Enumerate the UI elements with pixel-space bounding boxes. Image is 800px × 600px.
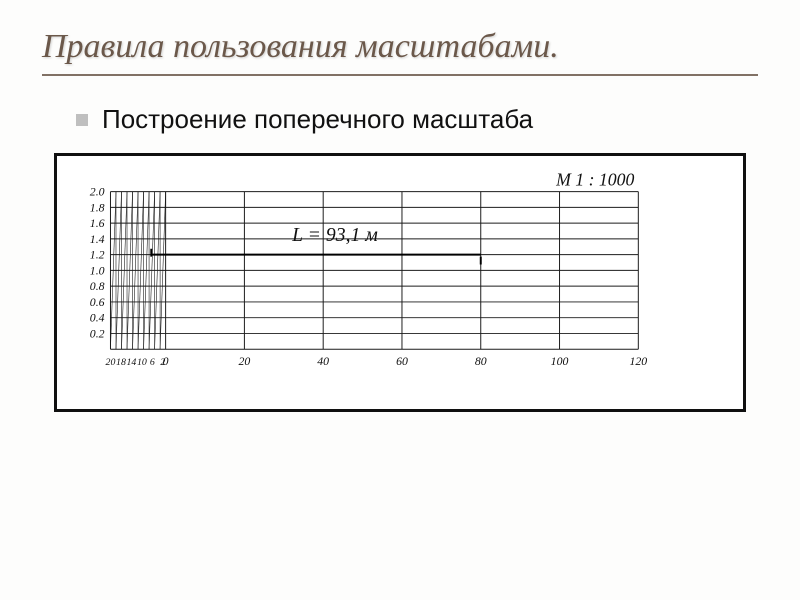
svg-text:2: 2	[160, 357, 165, 368]
svg-text:120: 120	[629, 354, 647, 368]
bullet-row: Построение поперечного масштаба	[76, 104, 758, 135]
svg-text:0.2: 0.2	[90, 326, 105, 340]
transverse-scale-diagram: 0.20.40.60.81.01.21.41.61.82.00204060801…	[75, 168, 725, 395]
svg-text:0.8: 0.8	[90, 279, 105, 293]
svg-text:100: 100	[551, 354, 569, 368]
svg-text:10: 10	[137, 357, 147, 368]
svg-text:1.2: 1.2	[90, 248, 105, 262]
svg-text:20: 20	[239, 354, 251, 368]
svg-text:0.6: 0.6	[90, 295, 105, 309]
bullet-text: Построение поперечного масштаба	[102, 104, 533, 135]
diagram-frame: 0.20.40.60.81.01.21.41.61.82.00204060801…	[54, 153, 746, 412]
svg-text:М 1 : 1000: М 1 : 1000	[555, 170, 634, 190]
svg-text:80: 80	[475, 354, 487, 368]
svg-text:6: 6	[150, 357, 155, 368]
svg-text:60: 60	[396, 354, 408, 368]
svg-text:40: 40	[317, 354, 329, 368]
svg-text:L = 93,1 м: L = 93,1 м	[291, 224, 378, 246]
svg-text:1.8: 1.8	[90, 200, 105, 214]
title-underline	[42, 74, 758, 76]
svg-text:18: 18	[116, 357, 126, 368]
svg-text:1.4: 1.4	[90, 232, 105, 246]
square-bullet-icon	[76, 114, 88, 126]
svg-text:20: 20	[106, 357, 116, 368]
svg-text:1.0: 1.0	[90, 263, 105, 277]
svg-text:14: 14	[127, 357, 137, 368]
slide-title: Правила пользования масштабами.	[42, 28, 758, 66]
svg-text:2.0: 2.0	[90, 185, 105, 199]
svg-text:1.6: 1.6	[90, 216, 105, 230]
svg-text:0.4: 0.4	[90, 311, 105, 325]
